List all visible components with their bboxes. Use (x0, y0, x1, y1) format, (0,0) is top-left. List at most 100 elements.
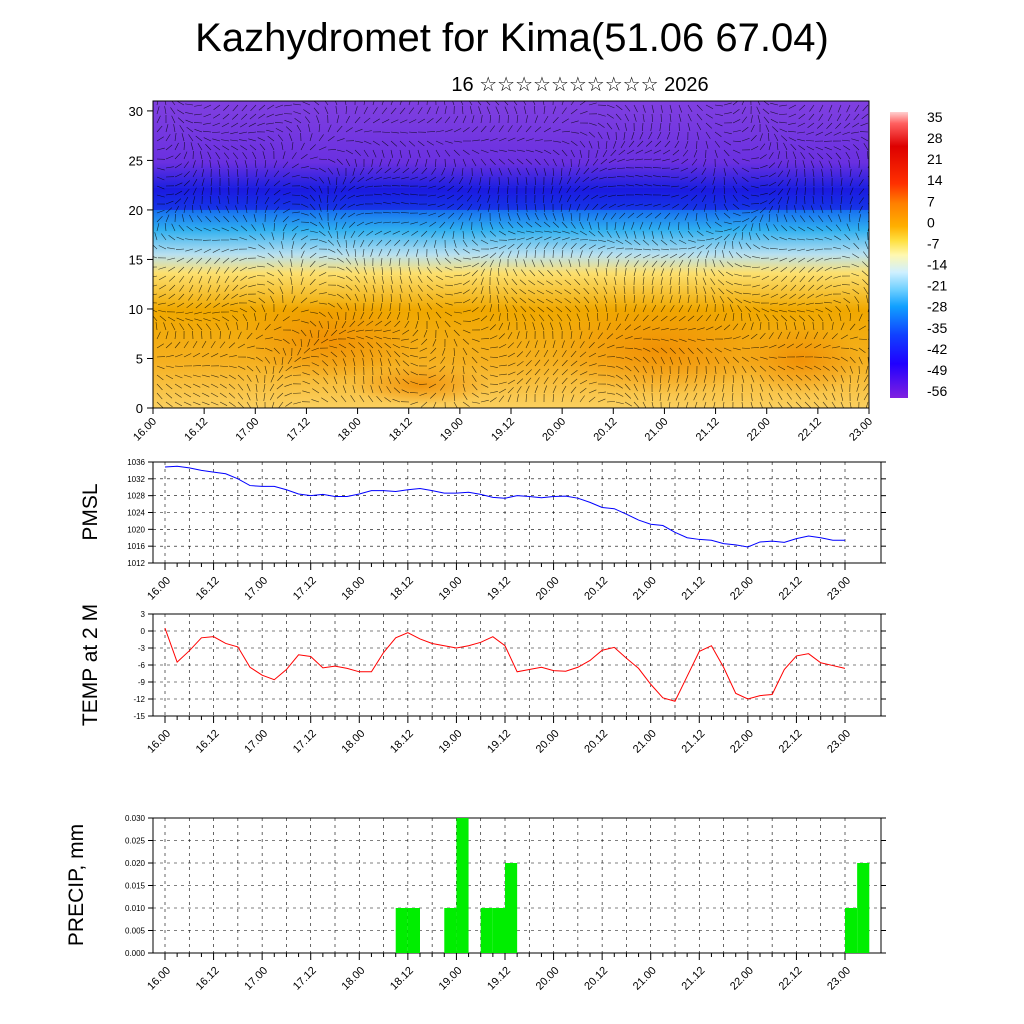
grid (153, 461, 881, 564)
precip-bar (845, 908, 858, 953)
x-tick-label: 17.00 (242, 575, 270, 603)
x-tick-label: 17.12 (291, 575, 319, 603)
temp-series-line (164, 627, 846, 702)
x-tick-label: 16.12 (182, 416, 210, 444)
x-tick-label: 22.12 (777, 728, 805, 756)
x-tick-label: 19.12 (485, 965, 513, 993)
y-tick-label: 5 (136, 351, 143, 366)
x-tick-label: 19.12 (485, 728, 513, 756)
y-tick-label: 0.015 (125, 882, 146, 891)
x-tick-label: 20.00 (534, 575, 562, 603)
x-tick-label: 16.12 (194, 965, 222, 993)
x-tick-label: 20.12 (582, 575, 610, 603)
x-tick-label: 16.12 (194, 575, 222, 603)
y-tick-label: 30 (129, 104, 143, 119)
y-tick-label: 10 (129, 302, 143, 317)
wind-vectors (153, 101, 869, 408)
x-tick-label: 20.12 (591, 416, 619, 444)
colorbar: 35 28 21 14 7 0 -7 -14 -21 -28 -35 -42 -49 -56 (890, 109, 947, 399)
temp-panel: -15 -12 -9 -6 -3 0 3 16.00 16.12 17.00 17.12 18.00 1… (79, 604, 886, 756)
x-tick-label: 18.12 (387, 416, 415, 444)
y-axis-label: TEMP at 2 M (79, 604, 102, 726)
y-tick-label: 25 (129, 153, 143, 168)
y-tick-label: 3 (141, 610, 146, 619)
colorbar-scale (890, 112, 908, 398)
colorbar-label: -21 (927, 278, 947, 294)
x-tick-label: 18.12 (388, 575, 416, 603)
precip-bar (505, 863, 518, 953)
x-tick-label: 18.12 (388, 728, 416, 756)
x-tick-label: 21.12 (679, 575, 707, 603)
precip-bar (407, 908, 420, 953)
x-tick-label: 16.00 (145, 575, 173, 603)
x-tick-label: 22.12 (777, 575, 805, 603)
x-tick-label: 16.00 (131, 416, 159, 444)
x-tick-label: 17.00 (242, 728, 270, 756)
y-tick-label: -6 (138, 661, 146, 670)
x-tick-label: 20.00 (534, 965, 562, 993)
colorbar-label: 35 (927, 109, 943, 125)
colorbar-label: 0 (927, 214, 935, 230)
x-tick-label: 17.00 (242, 965, 270, 993)
y-tick-label: 0.030 (125, 814, 146, 823)
x-tick-label: 22.00 (728, 575, 756, 603)
x-tick-label: 19.12 (489, 416, 517, 444)
y-tick-label: 1012 (127, 559, 145, 568)
colorbar-label: -28 (927, 299, 947, 315)
y-axis-label: PRECIP, mm (65, 824, 88, 946)
precip-bar (456, 818, 469, 953)
colorbar-label: 14 (927, 172, 943, 188)
colorbar-label: 28 (927, 130, 943, 146)
precip-bar (480, 908, 493, 953)
y-tick-label: 0.000 (125, 949, 146, 958)
y-tick-label: 0.005 (125, 927, 146, 936)
cold-band (153, 188, 869, 210)
y-tick-label: 0 (141, 627, 146, 636)
x-tick-label: 22.00 (745, 416, 773, 444)
warm-area (740, 325, 860, 395)
x-tick-label: 22.00 (728, 728, 756, 756)
x-tick-label: 18.00 (339, 965, 367, 993)
x-tick-label: 16.00 (145, 965, 173, 993)
y-tick-label: -3 (138, 644, 146, 653)
x-tick-label: 21.00 (631, 728, 659, 756)
y-tick-label: 15 (129, 252, 143, 267)
y-tick-label: 0.010 (125, 904, 146, 913)
x-tick-label: 19.00 (437, 575, 465, 603)
y-tick-label: 1024 (127, 509, 145, 518)
x-tick-label: 23.00 (847, 416, 875, 444)
chart-subtitle: 16 ☆☆☆☆☆☆☆☆☆☆ 2026 (451, 74, 709, 96)
colorbar-label: -42 (927, 341, 947, 357)
colorbar-label: 7 (927, 193, 935, 209)
pmsl-panel: 1012 1016 1020 1024 1028 1032 1036 16.00 16.12 17… (79, 458, 886, 603)
x-tick-label: 20.00 (540, 416, 568, 444)
y-tick-label: 1032 (127, 475, 145, 484)
precip-bar (492, 908, 505, 953)
colorbar-label: 21 (927, 151, 943, 167)
pmsl-series-line (164, 465, 845, 548)
y-tick-label: -9 (138, 678, 146, 687)
y-tick-label: -12 (133, 695, 145, 704)
precip-bar (444, 908, 457, 953)
colorbar-label: -56 (927, 383, 947, 399)
colorbar-label: -35 (927, 320, 947, 336)
y-tick-label: 20 (129, 203, 143, 218)
y-tick-label: 0.020 (125, 859, 146, 868)
x-tick-label: 17.00 (233, 416, 261, 444)
y-tick-label: 0.025 (125, 837, 146, 846)
x-tick-label: 20.12 (582, 728, 610, 756)
colorbar-label: -7 (927, 235, 940, 251)
precip-bar (395, 908, 408, 953)
y-tick-label: 1016 (127, 542, 145, 551)
warm-area (350, 365, 490, 405)
x-tick-label: 19.12 (485, 575, 513, 603)
x-tick-label: 21.12 (679, 728, 707, 756)
warm-area (550, 305, 770, 395)
x-tick-label: 22.12 (796, 416, 824, 444)
x-tick-label: 18.12 (388, 965, 416, 993)
x-tick-label: 22.12 (777, 965, 805, 993)
x-tick-label: 22.00 (728, 965, 756, 993)
x-tick-label: 23.00 (825, 575, 853, 603)
x-tick-label: 23.00 (825, 965, 853, 993)
